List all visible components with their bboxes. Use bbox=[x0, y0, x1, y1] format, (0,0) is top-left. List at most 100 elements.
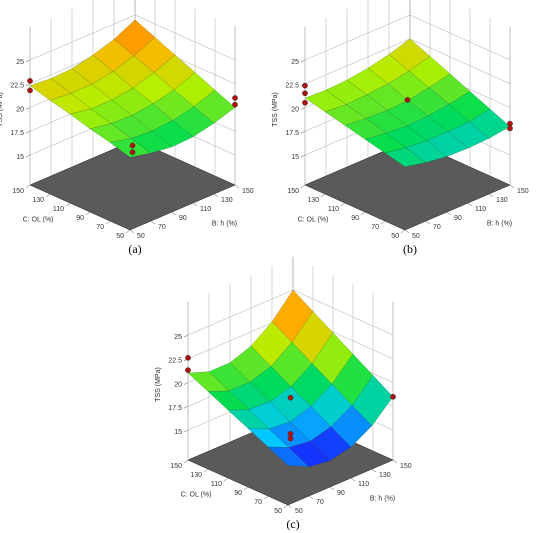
z-tick-label: 22.5 bbox=[285, 83, 299, 90]
y-axis-label: C: OL (%) bbox=[23, 216, 54, 223]
x-axis-label: B: h (%) bbox=[487, 220, 512, 227]
tick-mark bbox=[183, 382, 189, 385]
tick-mark bbox=[234, 184, 240, 189]
tick-mark bbox=[300, 184, 306, 189]
z-tick-label: 22.5 bbox=[168, 358, 182, 365]
x-tick-label: 110 bbox=[358, 481, 369, 488]
z-tick-label: 17.5 bbox=[10, 130, 24, 137]
x-tick-label: 50 bbox=[295, 508, 303, 515]
tick-mark bbox=[125, 229, 131, 234]
design-point bbox=[232, 101, 238, 108]
tick-mark bbox=[467, 202, 473, 207]
y-tick-label: 50 bbox=[274, 508, 282, 515]
x-tick-label: 90 bbox=[179, 215, 187, 222]
tick-mark bbox=[45, 193, 51, 198]
y-tick-label: 90 bbox=[351, 215, 359, 222]
tick-mark bbox=[192, 202, 198, 207]
y-tick-label: 150 bbox=[12, 188, 24, 195]
y-tick-label: 90 bbox=[76, 215, 84, 222]
tick-mark bbox=[105, 220, 111, 225]
tick-mark bbox=[213, 193, 219, 198]
z-tick-label: 15 bbox=[291, 154, 299, 161]
x-tick-label: 90 bbox=[337, 490, 345, 497]
y-tick-label: 150 bbox=[287, 188, 299, 195]
y-axis-label: C: OL (%) bbox=[298, 216, 329, 223]
design-point bbox=[302, 99, 308, 106]
y-tick-label: 70 bbox=[371, 224, 379, 231]
y-tick-label: 50 bbox=[391, 233, 399, 240]
tick-mark bbox=[171, 211, 177, 216]
tick-mark bbox=[183, 406, 189, 409]
y-tick-label: 150 bbox=[170, 463, 182, 470]
z-axis-label: TSS (MPa) bbox=[0, 92, 4, 127]
design-point bbox=[185, 354, 191, 361]
tick-mark bbox=[300, 59, 306, 63]
design-point bbox=[507, 120, 513, 127]
x-axis-label: B: h (%) bbox=[370, 495, 395, 502]
y-tick-label: 50 bbox=[116, 233, 124, 240]
x-tick-label: 110 bbox=[475, 206, 486, 213]
tick-mark bbox=[150, 220, 156, 225]
tick-mark bbox=[371, 468, 377, 473]
design-point bbox=[287, 394, 294, 401]
tick-mark bbox=[340, 202, 346, 207]
z-tick-label: 25 bbox=[174, 334, 182, 341]
z-tick-label: 20 bbox=[291, 106, 299, 113]
design-point bbox=[390, 393, 396, 400]
tick-mark bbox=[203, 468, 209, 473]
z-tick-label: 25 bbox=[291, 59, 299, 66]
design-point bbox=[287, 430, 294, 437]
design-point bbox=[287, 435, 294, 442]
z-tick-label: 25 bbox=[16, 59, 24, 66]
design-point bbox=[27, 87, 33, 94]
design-point bbox=[129, 149, 136, 155]
x-tick-label: 130 bbox=[221, 197, 233, 204]
tick-mark bbox=[25, 83, 31, 86]
panel-label: (a) bbox=[128, 242, 141, 256]
y-tick-label: 70 bbox=[96, 224, 104, 231]
x-tick-label: 130 bbox=[496, 197, 508, 204]
x-tick-label: 110 bbox=[200, 206, 211, 213]
tick-mark bbox=[25, 107, 31, 110]
tick-mark bbox=[65, 202, 71, 207]
tick-mark bbox=[183, 429, 189, 433]
tick-mark bbox=[360, 211, 366, 216]
panel-label: (b) bbox=[403, 242, 417, 256]
tick-mark bbox=[85, 211, 91, 216]
tick-mark bbox=[320, 193, 326, 198]
surface-patch bbox=[267, 446, 310, 468]
tick-mark bbox=[129, 229, 135, 234]
tick-mark bbox=[380, 220, 386, 225]
tick-mark bbox=[283, 504, 289, 509]
x-tick-label: 50 bbox=[137, 233, 145, 240]
tick-mark bbox=[25, 184, 31, 189]
tick-mark bbox=[329, 486, 335, 491]
x-tick-label: 50 bbox=[412, 233, 420, 240]
tick-mark bbox=[300, 107, 306, 110]
design-point bbox=[302, 82, 308, 89]
z-tick-label: 15 bbox=[174, 429, 182, 436]
x-tick-label: 150 bbox=[242, 188, 254, 195]
z-axis-label: TSS (MPa) bbox=[272, 92, 279, 127]
x-axis-label: B: h (%) bbox=[212, 220, 237, 227]
y-tick-label: 130 bbox=[190, 472, 202, 479]
design-point bbox=[185, 367, 191, 373]
tick-mark bbox=[392, 459, 398, 464]
y-tick-label: 70 bbox=[254, 499, 262, 506]
design-point bbox=[27, 78, 33, 84]
tick-mark bbox=[223, 477, 229, 482]
z-tick-label: 17.5 bbox=[285, 130, 299, 137]
tick-mark bbox=[404, 229, 410, 234]
tick-mark bbox=[425, 220, 431, 225]
z-axis-label: TSS (MPa) bbox=[155, 367, 162, 402]
tick-mark bbox=[446, 211, 452, 216]
design-point bbox=[129, 142, 136, 149]
tick-mark bbox=[183, 334, 189, 338]
z-tick-label: 22.5 bbox=[10, 83, 24, 90]
tick-mark bbox=[308, 495, 314, 500]
y-tick-label: 90 bbox=[234, 490, 242, 497]
panel-label: (c) bbox=[286, 517, 299, 531]
tick-mark bbox=[400, 229, 406, 234]
design-point bbox=[232, 95, 238, 101]
surface-patch bbox=[384, 147, 427, 167]
